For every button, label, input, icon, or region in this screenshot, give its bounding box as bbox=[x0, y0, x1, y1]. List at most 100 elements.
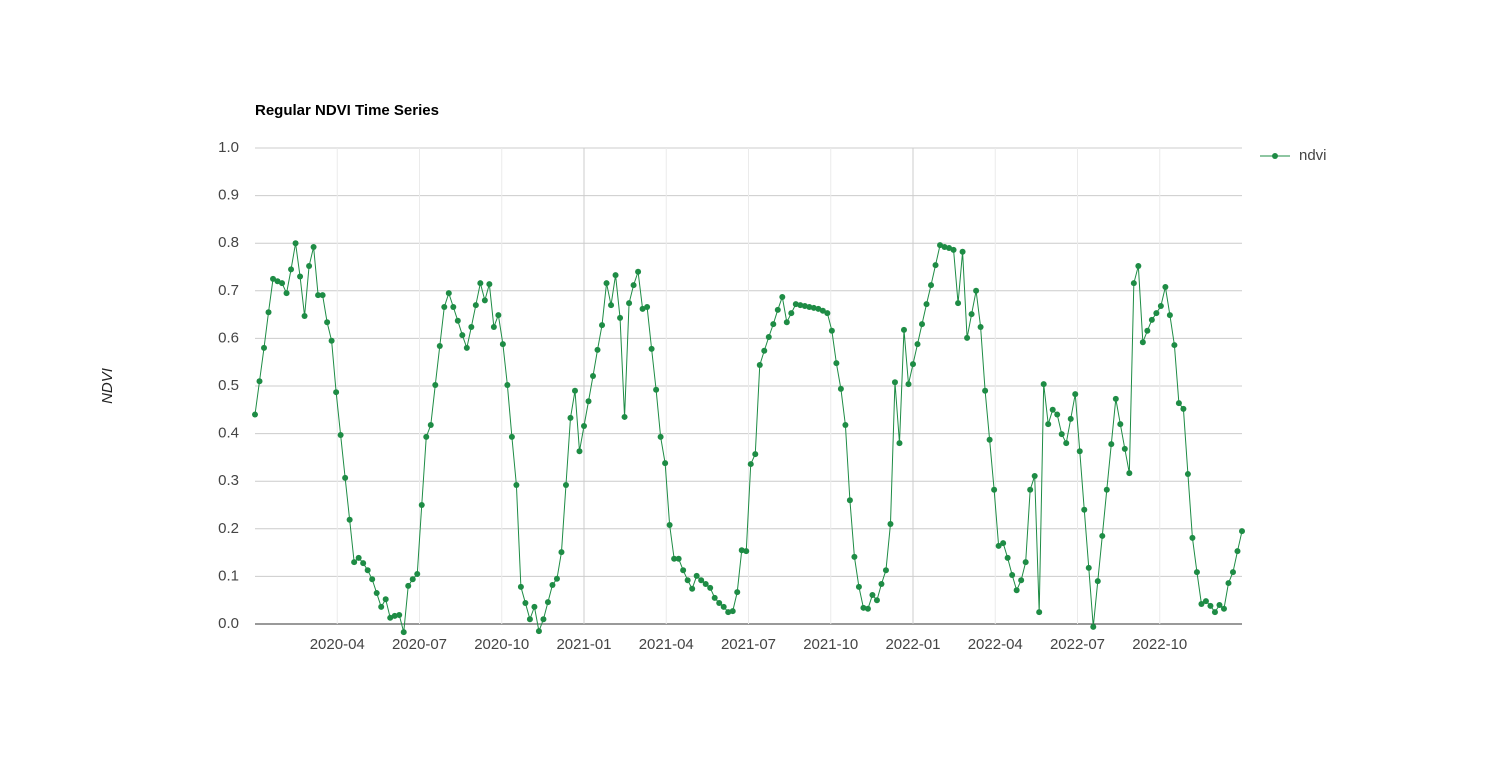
data-point bbox=[1040, 381, 1047, 388]
data-point bbox=[887, 521, 894, 528]
data-point bbox=[1009, 571, 1016, 578]
data-point bbox=[1198, 601, 1205, 608]
data-point bbox=[391, 612, 398, 619]
data-point bbox=[738, 547, 745, 554]
y-tick-label: 0.8 bbox=[218, 234, 239, 251]
data-point bbox=[1072, 391, 1079, 398]
data-point bbox=[693, 572, 700, 579]
data-point bbox=[900, 326, 907, 333]
data-point bbox=[774, 306, 781, 313]
data-point bbox=[576, 448, 583, 455]
data-point bbox=[436, 343, 443, 350]
data-point bbox=[594, 346, 601, 353]
data-point bbox=[855, 583, 862, 590]
data-point bbox=[1076, 448, 1083, 455]
y-tick-label: 0.9 bbox=[218, 187, 239, 204]
data-point bbox=[608, 302, 615, 309]
data-point bbox=[765, 333, 772, 340]
data-point bbox=[1162, 283, 1169, 290]
data-point bbox=[937, 242, 944, 249]
data-point bbox=[792, 301, 799, 308]
data-point bbox=[657, 433, 664, 440]
data-point bbox=[1180, 405, 1187, 412]
data-point bbox=[441, 303, 448, 310]
y-tick-label: 0.7 bbox=[218, 282, 239, 299]
data-point bbox=[946, 244, 953, 251]
data-point bbox=[1085, 564, 1092, 571]
data-point bbox=[711, 594, 718, 601]
data-point bbox=[1148, 316, 1155, 323]
data-point bbox=[1112, 395, 1119, 402]
x-tick-label: 2021-04 bbox=[639, 636, 694, 653]
y-tick-label: 1.0 bbox=[218, 139, 239, 156]
data-point bbox=[932, 262, 939, 269]
grid bbox=[255, 147, 1242, 625]
data-point bbox=[1220, 605, 1227, 612]
data-point bbox=[603, 280, 610, 287]
data-point bbox=[315, 292, 322, 299]
data-point bbox=[810, 304, 817, 311]
data-point bbox=[635, 268, 642, 275]
data-point bbox=[382, 596, 389, 603]
data-point bbox=[1234, 548, 1241, 555]
data-point bbox=[964, 334, 971, 341]
data-point bbox=[526, 616, 533, 623]
data-point bbox=[1139, 339, 1146, 346]
data-point bbox=[342, 474, 349, 481]
data-point bbox=[860, 604, 867, 611]
y-tick-label: 0.5 bbox=[218, 377, 239, 394]
data-point bbox=[450, 303, 457, 310]
data-point bbox=[265, 309, 272, 316]
y-tick-label: 0.2 bbox=[218, 520, 239, 537]
data-point bbox=[612, 272, 619, 279]
data-point bbox=[698, 577, 705, 584]
data-point bbox=[279, 280, 286, 287]
data-point bbox=[797, 302, 804, 309]
data-point bbox=[373, 590, 380, 597]
data-point bbox=[504, 382, 511, 389]
data-point bbox=[1171, 342, 1178, 349]
data-point bbox=[581, 422, 587, 429]
data-point bbox=[1018, 577, 1025, 584]
data-point bbox=[729, 608, 736, 615]
data-point bbox=[490, 323, 497, 330]
data-point bbox=[306, 263, 313, 270]
data-point bbox=[369, 576, 376, 583]
data-point bbox=[346, 516, 353, 523]
data-point bbox=[540, 616, 547, 623]
data-point bbox=[973, 287, 980, 294]
data-point bbox=[783, 319, 790, 326]
x-tick-label: 2020-10 bbox=[474, 636, 529, 653]
x-tick-label: 2022-01 bbox=[885, 636, 940, 653]
data-point bbox=[1027, 486, 1034, 493]
data-point bbox=[463, 344, 470, 351]
x-tick-label: 2022-04 bbox=[968, 636, 1023, 653]
data-point bbox=[1135, 263, 1142, 270]
data-point bbox=[1211, 609, 1218, 616]
data-point bbox=[301, 313, 308, 320]
data-point bbox=[662, 460, 669, 467]
data-point bbox=[1103, 486, 1110, 493]
data-point bbox=[756, 362, 763, 369]
data-point bbox=[968, 311, 975, 318]
data-point bbox=[747, 461, 754, 468]
data-point bbox=[1184, 471, 1191, 478]
data-point bbox=[531, 603, 538, 610]
data-point bbox=[283, 290, 290, 297]
data-point bbox=[801, 303, 808, 310]
data-point bbox=[639, 305, 646, 312]
data-point bbox=[333, 389, 340, 396]
data-point bbox=[562, 482, 569, 489]
data-point bbox=[824, 310, 831, 317]
data-point bbox=[837, 385, 844, 392]
data-point bbox=[1031, 472, 1038, 479]
data-point bbox=[621, 413, 628, 420]
data-point bbox=[1193, 569, 1200, 576]
data-point bbox=[878, 581, 885, 588]
data-point bbox=[261, 344, 268, 351]
y-tick-label: 0.4 bbox=[218, 425, 239, 442]
data-point bbox=[522, 600, 529, 607]
data-point bbox=[256, 378, 263, 385]
data-point bbox=[459, 332, 466, 339]
